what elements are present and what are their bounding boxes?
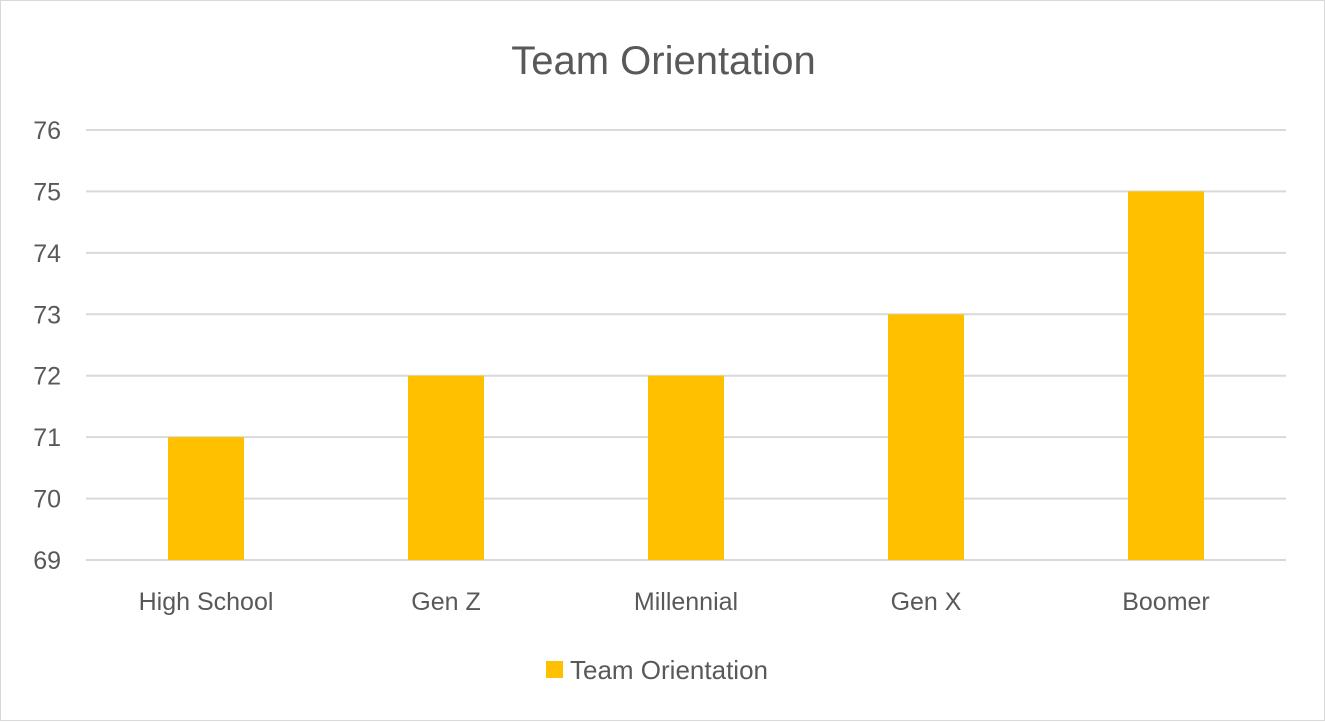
y-tick-label: 75 xyxy=(33,178,61,206)
x-tick-label: Gen X xyxy=(891,588,962,616)
y-tick-label: 74 xyxy=(33,240,61,268)
bar-boomer xyxy=(1128,191,1204,560)
bar-millennial xyxy=(648,375,724,560)
y-tick-label: 76 xyxy=(33,117,61,145)
x-tick-label: Gen Z xyxy=(411,588,480,616)
legend-swatch xyxy=(546,661,563,678)
x-tick-label: Boomer xyxy=(1122,588,1210,616)
bars xyxy=(168,191,1204,560)
legend: Team Orientation xyxy=(546,655,768,685)
x-axis-ticks: High School Gen Z Millennial Gen X Boomer xyxy=(139,588,1210,616)
y-tick-label: 69 xyxy=(33,547,61,575)
y-tick-label: 70 xyxy=(33,486,61,514)
chart-title: Team Orientation xyxy=(511,39,816,83)
bar-high-school xyxy=(168,437,244,560)
x-tick-label: High School xyxy=(139,588,274,616)
legend-label: Team Orientation xyxy=(570,655,768,685)
bar-gen-z xyxy=(408,375,484,560)
x-tick-label: Millennial xyxy=(634,588,738,616)
y-tick-label: 72 xyxy=(33,363,61,391)
y-axis-ticks: 69 70 71 72 73 74 75 76 xyxy=(33,117,61,575)
y-tick-label: 71 xyxy=(33,424,61,452)
y-tick-label: 73 xyxy=(33,301,61,329)
bar-gen-x xyxy=(888,314,964,560)
